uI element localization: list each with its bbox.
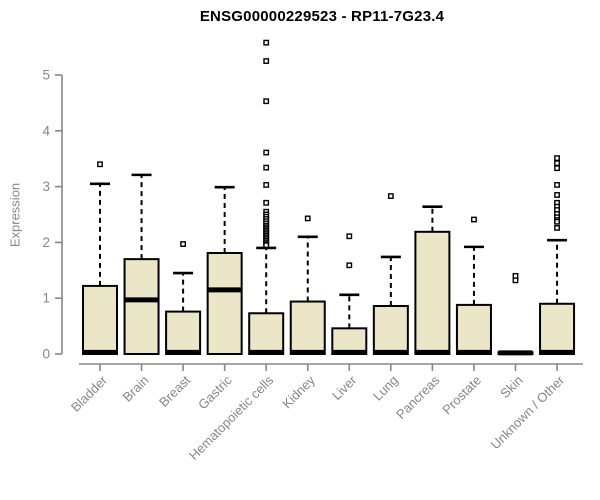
box-brain <box>123 258 160 356</box>
box-hematopoietic-cells <box>248 312 285 355</box>
y-tick-label: 5 <box>42 68 50 83</box>
outlier-point-bladder <box>97 161 103 168</box>
outlier-point-hematopoietic-cells <box>263 199 270 206</box>
outlier-point-unknown-other <box>554 192 560 198</box>
x-tick-label: Bladder <box>68 372 111 415</box>
x-tick-label: Gastric <box>195 372 235 412</box>
outlier-point-hematopoietic-cells <box>263 182 270 188</box>
outlier-point-breast <box>180 241 186 247</box>
x-tick-label: Kidney <box>279 372 318 411</box>
outlier-point-unknown-other <box>554 224 560 231</box>
outlier-point-skin <box>512 277 519 284</box>
x-tick-label: Unknown / Other <box>488 372 568 452</box>
y-tick-label: 1 <box>42 291 50 306</box>
chart-title: ENSG00000229523 - RP11-7G23.4 <box>199 8 445 25</box>
y-tick-label: 3 <box>42 179 50 194</box>
x-tick-label: Prostate <box>439 373 484 418</box>
outlier-point-prostate <box>471 216 477 223</box>
x-tick-label: Liver <box>329 372 360 403</box>
outlier-point-hematopoietic-cells <box>263 58 270 64</box>
box-lung <box>372 305 409 355</box>
outlier-point-unknown-other <box>554 182 560 188</box>
x-tick-label: Lung <box>370 373 401 404</box>
box-gastric <box>206 252 243 355</box>
x-tick-label: Skin <box>497 373 525 401</box>
outlier-point-unknown-other <box>554 155 560 162</box>
box-unknown-other <box>539 302 576 355</box>
outlier-point-kidney <box>304 215 311 222</box>
x-tick-label: Pancreas <box>393 372 443 422</box>
outlier-point-liver <box>346 233 353 240</box>
box-bladder <box>82 284 118 356</box>
box-pancreas <box>414 230 451 356</box>
outlier-point-liver <box>346 262 353 269</box>
outlier-point-hematopoietic-cells <box>263 242 270 249</box>
outlier-point-unknown-other <box>554 165 560 172</box>
y-tick-label: 0 <box>42 347 50 362</box>
box-prostate <box>455 303 492 355</box>
box-kidney <box>289 300 326 356</box>
outlier-point-hematopoietic-cells <box>263 39 270 46</box>
outlier-point-hematopoietic-cells <box>263 98 270 105</box>
y-tick-label: 4 <box>42 123 50 138</box>
x-tick-label: Brain <box>120 373 152 405</box>
outlier-point-hematopoietic-cells <box>263 164 270 171</box>
outlier-point-unknown-other <box>554 160 560 167</box>
box-breast <box>165 310 202 356</box>
outlier-point-skin <box>512 272 519 279</box>
outlier-point-unknown-other <box>554 218 560 225</box>
outlier-point-lung <box>387 193 394 199</box>
x-tick-label: Breast <box>156 372 193 409</box>
outlier-point-hematopoietic-cells <box>263 149 270 156</box>
y-tick-label: 2 <box>42 235 50 250</box>
